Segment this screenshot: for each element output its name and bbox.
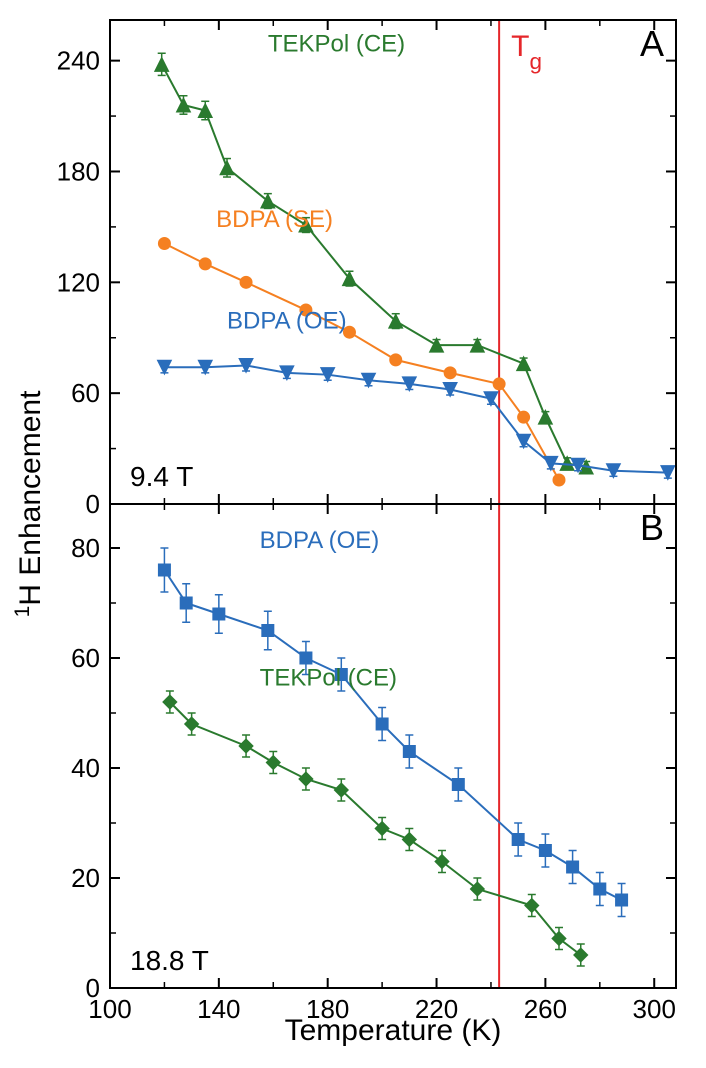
series-label: TEKPol (CE)	[260, 665, 397, 692]
svg-text:80: 80	[71, 533, 100, 563]
svg-text:260: 260	[524, 994, 567, 1024]
svg-text:100: 100	[88, 994, 131, 1024]
series-label: BDPA (OE)	[227, 308, 347, 335]
field-label-b: 18.8 T	[130, 945, 209, 976]
svg-text:40: 40	[71, 753, 100, 783]
panel-label-a: A	[640, 23, 664, 64]
y-axis-label: 1H Enhancement	[11, 390, 48, 617]
svg-text:180: 180	[57, 156, 100, 186]
svg-text:60: 60	[71, 643, 100, 673]
panel-label-b: B	[640, 507, 664, 548]
series-label: BDPA (SE)	[216, 206, 333, 233]
svg-text:0: 0	[86, 489, 100, 519]
svg-text:20: 20	[71, 863, 100, 893]
svg-text:120: 120	[57, 267, 100, 297]
series-label: BDPA (OE)	[260, 527, 380, 554]
svg-text:140: 140	[197, 994, 240, 1024]
panel-a: TEKPol (CE) BDPA (SE) BDPA (OE) A 9.4 T Tg	[130, 23, 675, 492]
svg-text:300: 300	[633, 994, 676, 1024]
tg-label: Tg	[511, 30, 542, 74]
panel-b: BDPA (OE) TEKPol (CE) B 18.8 T	[130, 507, 664, 976]
chart-container: TEKPol (CE) BDPA (SE) BDPA (OE) A 9.4 T Tg 0 60…	[0, 0, 706, 1068]
svg-text:240: 240	[57, 46, 100, 76]
field-label-a: 9.4 T	[130, 461, 193, 492]
x-axis-label: Temperature (K)	[285, 1014, 502, 1047]
series-label: TEKPol (CE)	[268, 30, 405, 57]
svg-text:60: 60	[71, 378, 100, 408]
